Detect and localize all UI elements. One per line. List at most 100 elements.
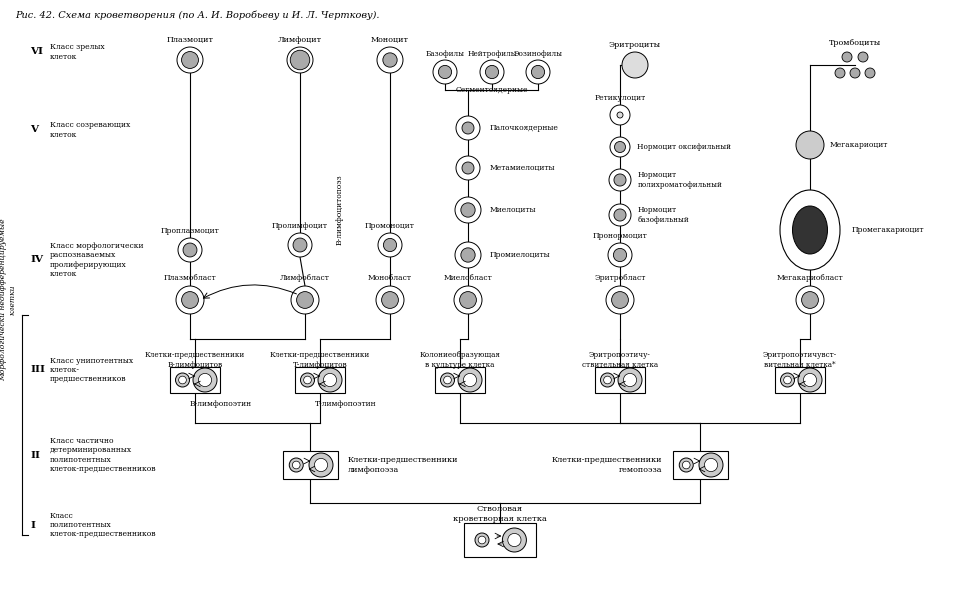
Circle shape <box>865 68 875 78</box>
Circle shape <box>478 536 486 544</box>
Circle shape <box>438 65 452 79</box>
Circle shape <box>383 53 397 67</box>
Circle shape <box>289 458 303 472</box>
Text: IV: IV <box>30 256 43 265</box>
Circle shape <box>531 65 545 79</box>
Circle shape <box>454 286 482 314</box>
Circle shape <box>178 376 186 384</box>
Circle shape <box>679 458 693 472</box>
Circle shape <box>293 238 307 252</box>
Text: Промиелоциты: Промиелоциты <box>490 251 551 259</box>
Text: Рис. 42. Схема кроветворения (по А. И. Воробьеву и И. Л. Черткову).: Рис. 42. Схема кроветворения (по А. И. В… <box>15 10 379 19</box>
Circle shape <box>623 373 637 386</box>
Circle shape <box>290 50 310 70</box>
Text: Класс частично
детерминированных
полипотентных
клеток-предшественников: Класс частично детерминированных полипот… <box>50 437 157 473</box>
Circle shape <box>613 209 626 221</box>
Circle shape <box>780 373 795 387</box>
Text: Эритробласт: Эритробласт <box>594 274 646 282</box>
Circle shape <box>458 368 482 392</box>
Text: Морфологически недифференцируемые
клетки: Морфологически недифференцируемые клетки <box>0 218 17 382</box>
Circle shape <box>618 368 642 392</box>
Circle shape <box>460 292 476 308</box>
Text: Эритроциты: Эритроциты <box>609 41 661 49</box>
Circle shape <box>610 137 630 157</box>
Circle shape <box>480 60 504 84</box>
Circle shape <box>175 373 189 387</box>
Text: I: I <box>30 520 35 529</box>
Circle shape <box>613 174 626 186</box>
Circle shape <box>475 533 489 547</box>
Text: Лимфоцит: Лимфоцит <box>278 36 322 44</box>
Circle shape <box>699 453 723 477</box>
Text: Класс созревающих
клеток: Класс созревающих клеток <box>50 121 130 139</box>
Bar <box>464 523 536 557</box>
Circle shape <box>796 131 824 159</box>
Text: Клетки-предшественники
Т-лимфоцитов: Клетки-предшественники Т-лимфоцитов <box>270 352 370 368</box>
Circle shape <box>606 286 634 314</box>
Circle shape <box>604 376 612 384</box>
Text: Нормоцит оксифильный: Нормоцит оксифильный <box>637 143 731 151</box>
Text: Миелобласт: Миелобласт <box>444 274 492 282</box>
Circle shape <box>304 376 312 384</box>
Circle shape <box>193 368 217 392</box>
Text: В-лимфоцитопоэз: В-лимфоцитопоэз <box>336 175 344 245</box>
Circle shape <box>378 233 402 257</box>
Text: II: II <box>30 451 40 460</box>
Circle shape <box>835 68 845 78</box>
Circle shape <box>609 204 631 226</box>
Circle shape <box>444 376 452 384</box>
Circle shape <box>183 243 197 257</box>
Circle shape <box>198 373 212 386</box>
Circle shape <box>462 122 474 134</box>
Text: Клетки-предшественники
гемопоэза: Клетки-предшественники гемопоэза <box>552 457 662 473</box>
Circle shape <box>178 238 202 262</box>
Text: В-лимфопоэтин: В-лимфопоэтин <box>190 400 252 408</box>
Circle shape <box>315 458 327 472</box>
Text: Сегментоядерные: Сегментоядерные <box>456 86 528 94</box>
Circle shape <box>292 461 300 469</box>
Text: Палочкоядерные: Палочкоядерные <box>490 124 559 132</box>
Bar <box>775 367 825 393</box>
Text: Промегакариоцит: Промегакариоцит <box>852 226 924 234</box>
Circle shape <box>508 533 521 547</box>
Bar <box>672 451 727 479</box>
Circle shape <box>850 68 860 78</box>
Circle shape <box>383 238 397 251</box>
Circle shape <box>455 197 481 223</box>
Circle shape <box>802 292 818 308</box>
Circle shape <box>376 286 404 314</box>
Circle shape <box>503 528 526 552</box>
Text: Класс зрелых
клеток: Класс зрелых клеток <box>50 43 105 61</box>
Circle shape <box>456 156 480 180</box>
Text: Моноцит: Моноцит <box>371 36 409 44</box>
Circle shape <box>181 52 198 68</box>
Circle shape <box>842 52 852 62</box>
Circle shape <box>287 47 313 73</box>
Circle shape <box>309 453 333 477</box>
Ellipse shape <box>793 206 827 254</box>
Circle shape <box>176 286 204 314</box>
Circle shape <box>297 292 314 308</box>
Text: Плазмоцит: Плазмоцит <box>167 36 214 44</box>
Circle shape <box>461 248 475 262</box>
Text: Пролимфоцит: Пролимфоцит <box>272 222 328 230</box>
Circle shape <box>612 292 628 308</box>
Bar <box>170 367 220 393</box>
Text: Плазмобласт: Плазмобласт <box>164 274 217 282</box>
Circle shape <box>291 286 319 314</box>
Circle shape <box>608 243 632 267</box>
Circle shape <box>301 373 315 387</box>
Text: Миелоциты: Миелоциты <box>490 206 536 214</box>
Circle shape <box>609 169 631 191</box>
Text: Нормоцит
базофильный: Нормоцит базофильный <box>638 206 690 224</box>
Text: Клетки-предшественники
В-лимфоцитов: Клетки-предшественники В-лимфоцитов <box>145 352 245 368</box>
Text: Базофилы: Базофилы <box>425 50 465 58</box>
Text: Проплазмоцит: Проплазмоцит <box>161 227 220 235</box>
Text: Нейтрофилы: Нейтрофилы <box>467 50 516 58</box>
Text: Пронормоцит: Пронормоцит <box>593 232 648 240</box>
Circle shape <box>613 248 626 262</box>
Text: Эозинофилы: Эозинофилы <box>514 50 563 58</box>
Circle shape <box>455 242 481 268</box>
Text: III: III <box>30 365 45 374</box>
Text: Лимфобласт: Лимфобласт <box>280 274 330 282</box>
